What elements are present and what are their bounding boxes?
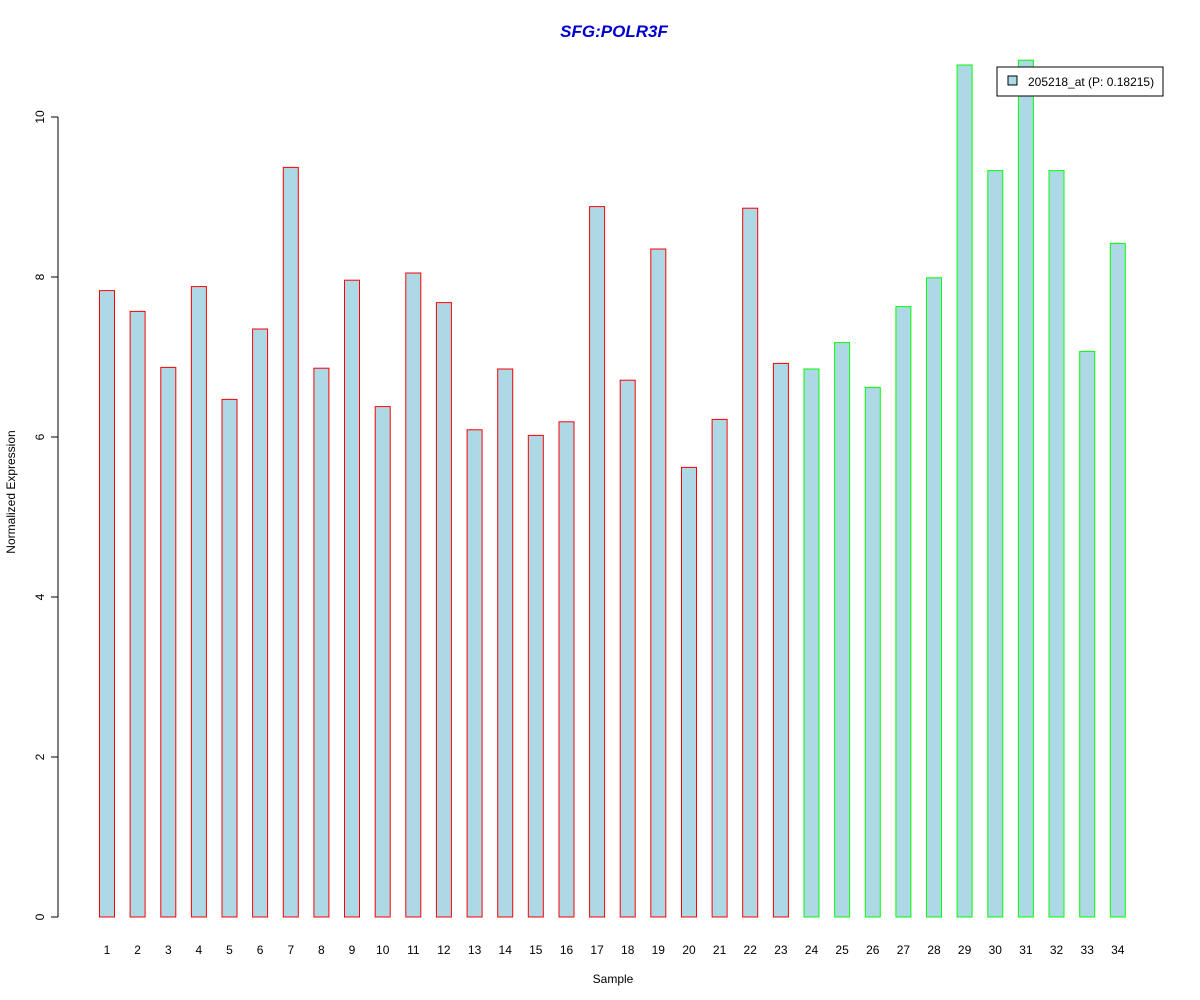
bar-sample-10 — [374, 406, 391, 918]
legend: 205218_at (P: 0.18215) — [996, 66, 1164, 97]
bar-sample-27 — [895, 306, 912, 918]
bars — [99, 59, 1126, 918]
bar-sample-20 — [681, 466, 697, 918]
bar-sample-11 — [405, 272, 422, 918]
bar-sample-29 — [956, 64, 973, 918]
bar-sample-31 — [1017, 59, 1034, 918]
x-tick-label: 8 — [318, 943, 325, 957]
x-tick-label: 33 — [1081, 943, 1095, 957]
x-tick-label: 18 — [621, 943, 635, 957]
bar-sample-25 — [834, 342, 851, 918]
bar-sample-1 — [99, 290, 115, 918]
bar-sample-17 — [589, 206, 606, 918]
y-tick-label: 2 — [33, 753, 47, 760]
x-tick-label: 1 — [104, 943, 111, 957]
bar-sample-32 — [1048, 170, 1065, 918]
x-tick-label: 25 — [835, 943, 849, 957]
x-tick-label: 24 — [805, 943, 819, 957]
x-tick-label: 14 — [499, 943, 513, 957]
y-tick-label: 4 — [33, 593, 47, 600]
x-tick-label: 20 — [682, 943, 696, 957]
bar-sample-16 — [558, 421, 575, 918]
x-tick-label: 4 — [196, 943, 203, 957]
bar-sample-14 — [497, 368, 514, 918]
x-tick-label: 30 — [989, 943, 1003, 957]
bar-sample-26 — [864, 386, 881, 918]
x-tick-label: 32 — [1050, 943, 1064, 957]
x-tick-label: 15 — [529, 943, 543, 957]
legend-box — [996, 66, 1164, 97]
bar-sample-22 — [742, 207, 759, 918]
x-tick-label: 27 — [897, 943, 911, 957]
x-tick-label: 10 — [376, 943, 390, 957]
x-tick-label: 3 — [165, 943, 172, 957]
y-tick-label: 8 — [33, 273, 47, 280]
bar-sample-28 — [926, 277, 942, 918]
bar-sample-12 — [435, 302, 452, 918]
x-tick-label: 19 — [652, 943, 666, 957]
x-tick-label: 28 — [927, 943, 941, 957]
bar-sample-34 — [1109, 242, 1126, 918]
x-tick-label: 11 — [407, 943, 420, 957]
x-tick-label: 6 — [257, 943, 264, 957]
x-tick-label: 12 — [437, 943, 451, 957]
x-tick-label: 31 — [1019, 943, 1033, 957]
y-tick-label: 6 — [33, 433, 47, 440]
bar-sample-2 — [129, 310, 146, 918]
bar-sample-13 — [466, 429, 483, 918]
bar-sample-6 — [252, 328, 269, 918]
x-tick-label: 29 — [958, 943, 972, 957]
bar-sample-4 — [190, 286, 207, 918]
y-axis-label: Normalized Expression — [4, 430, 18, 553]
chart-title: SFG:POLR3F — [560, 22, 668, 41]
x-tick-label: 7 — [287, 943, 294, 957]
x-tick-label: 9 — [349, 943, 356, 957]
bar-sample-18 — [619, 379, 636, 918]
x-tick-labels: 1 2 3 4 5 6 7 8 9 10 11 12 13 14 15 16 17 18 19 20 21 22 23 24 2… — [104, 943, 1125, 957]
bar-sample-21 — [711, 418, 728, 918]
y-axis: 0 2 4 6 8 10 — [33, 110, 59, 920]
bar-sample-15 — [527, 434, 544, 918]
y-tick-label: 0 — [33, 913, 47, 920]
x-tick-label: 16 — [560, 943, 574, 957]
x-tick-label: 5 — [226, 943, 233, 957]
bar-sample-5 — [221, 398, 238, 918]
legend-label: 205218_at (P: 0.18215) — [1028, 75, 1154, 89]
x-axis-label: Sample — [593, 972, 634, 986]
bar-sample-30 — [987, 170, 1004, 918]
x-tick-label: 2 — [134, 943, 141, 957]
bar-sample-7 — [282, 166, 299, 918]
x-tick-label: 23 — [774, 943, 788, 957]
x-tick-label: 26 — [866, 943, 880, 957]
x-tick-label: 13 — [468, 943, 482, 957]
x-tick-label: 22 — [744, 943, 758, 957]
bar-sample-19 — [650, 248, 667, 918]
bar-sample-8 — [313, 367, 330, 918]
x-tick-label: 34 — [1111, 943, 1125, 957]
bar-sample-24 — [803, 368, 820, 918]
bar-sample-9 — [344, 279, 360, 918]
x-tick-label: 21 — [713, 943, 727, 957]
bar-sample-3 — [160, 366, 177, 918]
legend-swatch — [1007, 75, 1018, 86]
x-tick-label: 17 — [590, 943, 604, 957]
y-tick-label: 10 — [33, 110, 47, 124]
bar-sample-23 — [772, 362, 789, 918]
bar-sample-33 — [1079, 350, 1096, 918]
